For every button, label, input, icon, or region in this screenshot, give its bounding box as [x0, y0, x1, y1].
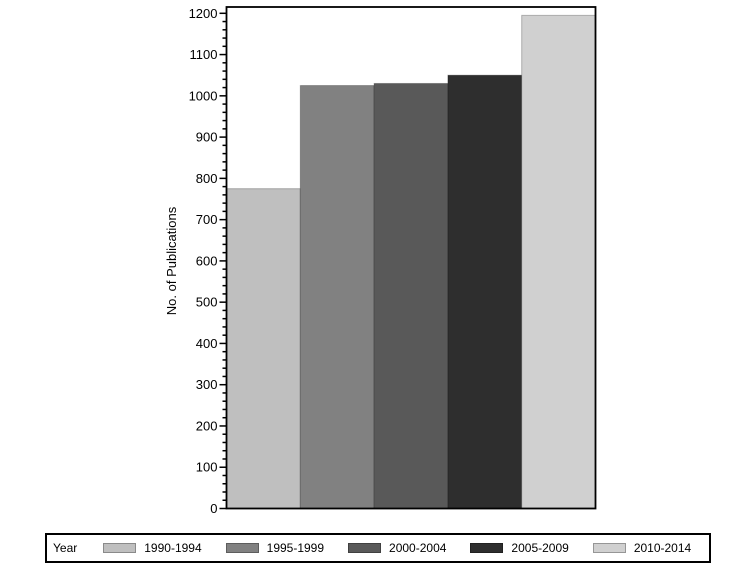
legend-label: 2000-2004	[389, 541, 447, 555]
legend-item-1995-1999: 1995-1999	[225, 541, 325, 555]
bar-1995-1999	[299, 85, 375, 510]
legend-swatch	[592, 543, 626, 553]
legend-label: 1990-1994	[144, 541, 202, 555]
y-tick-label: 400	[196, 336, 218, 351]
chart-legend: Year 1990-1994 1995-1999 2000-2004 2005-200…	[45, 533, 711, 563]
plot-frame	[225, 6, 597, 510]
legend-label: 1995-1999	[266, 541, 325, 555]
y-tick-label: 700	[196, 212, 218, 227]
legend-swatch	[103, 543, 137, 553]
y-tick-label: 1100	[190, 47, 218, 62]
y-tick-label: 100	[196, 460, 218, 475]
legend-label: 2005-2009	[511, 541, 569, 555]
legend-item-2005-2009: 2005-2009	[470, 541, 569, 555]
bar-2010-2014	[521, 14, 597, 509]
y-tick-label: 500	[196, 295, 218, 310]
y-tick-label: 300	[196, 377, 218, 392]
bar-1990-1994	[226, 188, 301, 510]
y-tick-label: 0	[210, 501, 217, 516]
y-tick-label: 800	[196, 171, 218, 186]
bar-chart-plot: 0 100 200 300 400 500 600 700 800 900 1000 1100 1200…	[164, 6, 597, 516]
legend-swatch	[470, 543, 504, 553]
legend-label: 2010-2014	[633, 541, 692, 555]
y-tick-label: 1200	[189, 6, 218, 21]
y-tick-label: 200	[196, 418, 218, 433]
bar-2005-2009	[447, 74, 523, 509]
y-tick-label: 600	[196, 253, 218, 268]
y-axis-title: No. of Publications	[164, 206, 179, 315]
y-tick-label: 900	[196, 130, 218, 145]
legend-swatch	[225, 543, 259, 553]
y-tick-label: 1000	[189, 88, 218, 103]
legend-title: Year	[53, 541, 78, 555]
legend-item-2010-2014: 2010-2014	[592, 541, 692, 555]
legend-item-1990-1994: 1990-1994	[103, 541, 202, 555]
bar-2000-2004	[373, 82, 449, 509]
legend-swatch	[348, 543, 382, 553]
legend-item-2000-2004: 2000-2004	[348, 542, 446, 554]
